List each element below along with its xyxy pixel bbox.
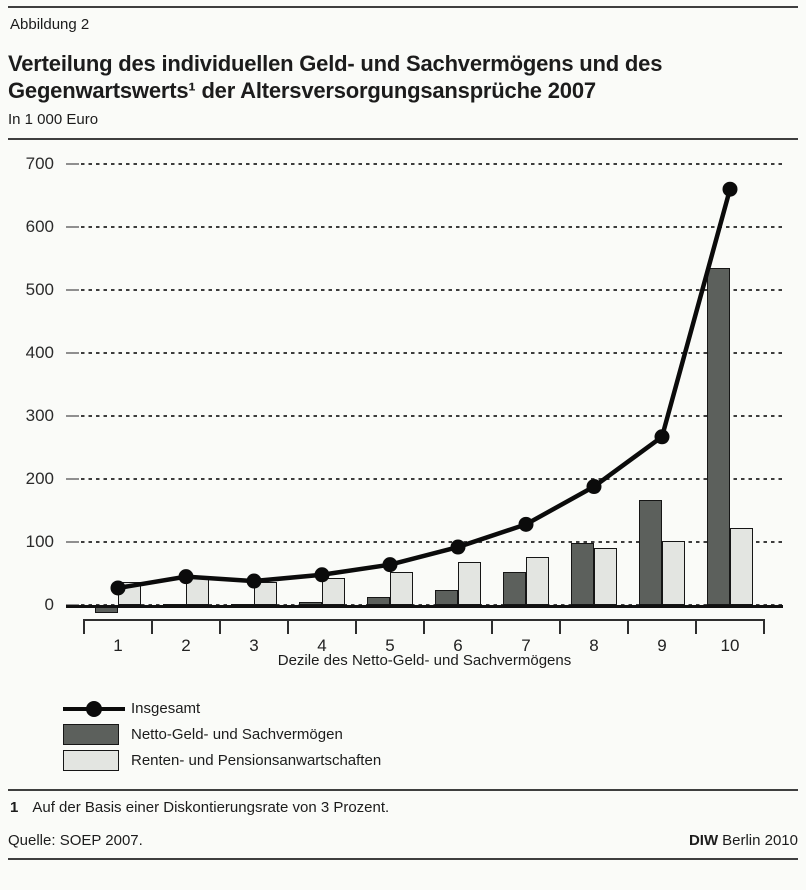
data-point — [722, 181, 738, 197]
x-category-label: 8 — [589, 636, 599, 655]
x-category-label: 5 — [385, 636, 395, 655]
x-tick — [287, 619, 289, 634]
x-category-label: 3 — [249, 636, 259, 655]
legend-item-insgesamt: Insgesamt — [63, 698, 798, 719]
bar-netto — [571, 543, 594, 605]
legend-label: Renten- und Pensionsanwartschaften — [131, 752, 382, 769]
grid-line — [81, 226, 783, 228]
x-category-label: 6 — [453, 636, 463, 655]
bar-netto — [503, 572, 526, 605]
bar-renten — [186, 577, 209, 605]
y-axis-label: 700 — [25, 154, 54, 173]
figure-page: Abbildung 2 Verteilung des individuellen… — [8, 6, 798, 860]
grid-line — [81, 163, 783, 165]
bar-netto — [707, 267, 730, 605]
x-category-label: 4 — [317, 636, 327, 655]
grid-line — [81, 478, 783, 480]
line-swatch-icon — [63, 700, 125, 717]
bottom-rule — [8, 858, 798, 860]
y-tick — [66, 415, 79, 417]
bar-renten — [662, 541, 685, 605]
y-tick — [66, 226, 79, 228]
bar-renten — [730, 527, 753, 605]
footnote-marker: 1 — [10, 799, 19, 816]
legend-item-renten: Renten- und Pensionsanwartschaften — [63, 750, 798, 771]
y-axis-label: 100 — [25, 532, 54, 551]
unit-label: In 1 000 Euro — [8, 111, 99, 128]
x-axis-line — [66, 605, 783, 608]
y-axis-label: 300 — [25, 406, 54, 425]
plot-area: 1 2 3 4 5 6 7 8 9 10 — [66, 163, 783, 655]
publisher: DIW Berlin 2010 — [688, 832, 798, 849]
source-text: Quelle: SOEP 2007. — [8, 832, 143, 849]
data-point — [518, 516, 534, 532]
x-category-label: 9 — [657, 636, 667, 655]
data-point — [654, 429, 670, 445]
y-tick — [66, 163, 79, 165]
x-category-label: 1 — [113, 636, 123, 655]
bar-renten — [458, 562, 481, 605]
y-axis-label: 500 — [25, 280, 54, 299]
legend-label: Insgesamt — [131, 700, 201, 717]
figure-label: Abbildung 2 — [10, 16, 90, 33]
chart-title: Verteilung des individuellen Geld- und S… — [8, 50, 798, 104]
x-tick — [763, 619, 765, 634]
y-tick — [66, 352, 79, 354]
footnote-rule — [8, 789, 798, 791]
x-category-label: 2 — [181, 636, 191, 655]
top-rule — [8, 6, 798, 8]
data-point — [382, 557, 398, 573]
x-category-label: 7 — [521, 636, 531, 655]
bar-netto — [367, 597, 390, 605]
header-rule — [8, 138, 798, 140]
y-tick — [66, 541, 79, 543]
grid-line — [81, 352, 783, 354]
y-axis-label: 400 — [25, 343, 54, 362]
bar-netto — [639, 499, 662, 605]
x-tick — [559, 619, 561, 634]
chart-area: 1 2 3 4 5 6 7 8 9 10 0 100 200 300 400 500 600 700 Dezil… — [8, 140, 798, 682]
grid-line — [81, 289, 783, 291]
bar-renten — [526, 557, 549, 605]
x-tick — [423, 619, 425, 634]
y-tick — [66, 289, 79, 291]
bar-netto — [435, 589, 458, 605]
netto-swatch-icon — [63, 724, 119, 745]
y-axis-label: 600 — [25, 217, 54, 236]
bar-renten — [118, 581, 141, 605]
bar-renten — [594, 548, 617, 605]
source-row: Quelle: SOEP 2007. DIW Berlin 2010 — [8, 832, 798, 849]
x-tick — [695, 619, 697, 634]
chart-title-line1: Verteilung des individuellen Geld- und S… — [8, 51, 663, 76]
x-tick — [491, 619, 493, 634]
footnote: 1 Auf der Basis einer Diskontierungsrate… — [10, 799, 798, 816]
x-axis-title: Dezile des Netto-Geld- und Sachvermögens — [277, 652, 572, 669]
legend-item-netto: Netto-Geld- und Sachvermögen — [63, 724, 798, 745]
chart-title-line2: Gegenwartswerts¹ der Altersversorgungsan… — [8, 78, 596, 103]
x-tick — [83, 619, 85, 634]
y-axis-label: 200 — [25, 469, 54, 488]
bar-renten — [322, 577, 345, 605]
x-category-label: 10 — [720, 636, 740, 655]
footnote-text: Auf der Basis einer Diskontierungsrate v… — [32, 799, 390, 816]
y-axis-label: 0 — [44, 595, 54, 614]
x-tick — [219, 619, 221, 634]
x-tick — [355, 619, 357, 634]
bar-renten — [390, 572, 413, 605]
data-point — [586, 479, 602, 495]
bar-renten — [254, 582, 277, 605]
line-dot-icon — [86, 700, 102, 717]
renten-swatch-icon — [63, 750, 119, 771]
legend: Insgesamt Netto-Geld- und Sachvermögen R… — [63, 698, 798, 771]
grid-line — [81, 415, 783, 417]
x-tick — [151, 619, 153, 634]
y-tick — [66, 478, 79, 480]
legend-label: Netto-Geld- und Sachvermögen — [131, 726, 343, 743]
x-tick — [627, 619, 629, 634]
bar-netto — [299, 601, 322, 605]
